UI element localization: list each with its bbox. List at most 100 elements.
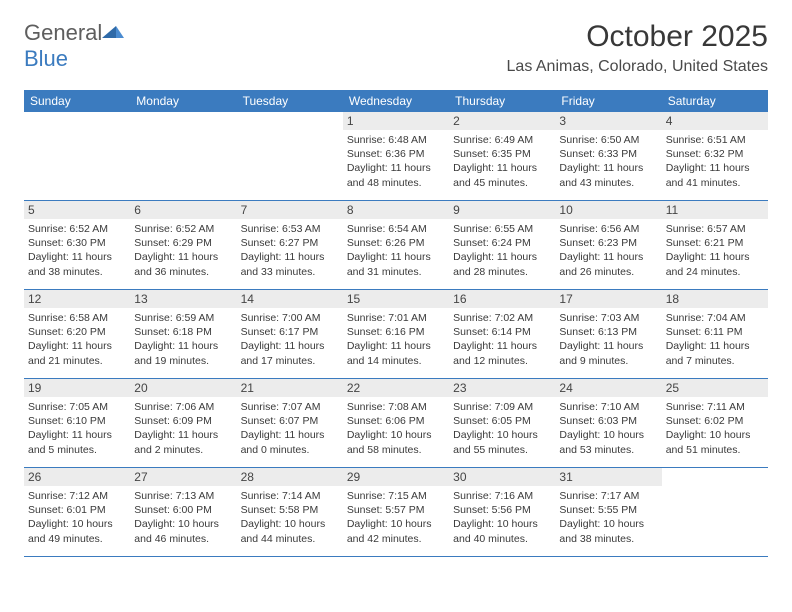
day-info: Sunrise: 7:08 AMSunset: 6:06 PMDaylight:… xyxy=(347,400,445,457)
day-number: 13 xyxy=(130,290,236,308)
day-info: Sunrise: 6:58 AMSunset: 6:20 PMDaylight:… xyxy=(28,311,126,368)
day-cell: 30 Sunrise: 7:16 AMSunset: 5:56 PMDayligh… xyxy=(449,468,555,556)
day-info: Sunrise: 6:51 AMSunset: 6:32 PMDaylight:… xyxy=(666,133,764,190)
daylight-line: Daylight: 10 hours and 55 minutes. xyxy=(453,428,551,456)
blank-day xyxy=(237,112,343,130)
daylight-line: Daylight: 11 hours and 19 minutes. xyxy=(134,339,232,367)
day-of-week-header: Saturday xyxy=(662,90,768,112)
sunset-line: Sunset: 6:27 PM xyxy=(241,236,339,250)
day-info: Sunrise: 7:04 AMSunset: 6:11 PMDaylight:… xyxy=(666,311,764,368)
day-number: 15 xyxy=(343,290,449,308)
day-cell: 12Sunrise: 6:58 AMSunset: 6:20 PMDayligh… xyxy=(24,290,130,378)
day-info: Sunrise: 7:13 AMSunset: 6:00 PMDaylight:… xyxy=(134,489,232,546)
sunrise-line: Sunrise: 6:54 AM xyxy=(347,222,445,236)
day-cell: 22Sunrise: 7:08 AMSunset: 6:06 PMDayligh… xyxy=(343,379,449,467)
day-info: Sunrise: 6:49 AMSunset: 6:35 PMDaylight:… xyxy=(453,133,551,190)
logo-mark-icon xyxy=(102,24,124,40)
day-number: 28 xyxy=(237,468,343,486)
day-cell: 19Sunrise: 7:05 AMSunset: 6:10 PMDayligh… xyxy=(24,379,130,467)
sunrise-line: Sunrise: 6:50 AM xyxy=(559,133,657,147)
day-info: Sunrise: 7:00 AMSunset: 6:17 PMDaylight:… xyxy=(241,311,339,368)
sunrise-line: Sunrise: 7:14 AM xyxy=(241,489,339,503)
sunrise-line: Sunrise: 6:57 AM xyxy=(666,222,764,236)
sunset-line: Sunset: 6:10 PM xyxy=(28,414,126,428)
sunset-line: Sunset: 6:06 PM xyxy=(347,414,445,428)
day-number: 21 xyxy=(237,379,343,397)
week-row: 26Sunrise: 7:12 AMSunset: 6:01 PMDayligh… xyxy=(24,468,768,557)
week-row: 1Sunrise: 6:48 AMSunset: 6:36 PMDaylight… xyxy=(24,112,768,201)
day-number: 19 xyxy=(24,379,130,397)
day-cell: 5Sunrise: 6:52 AMSunset: 6:30 PMDaylight… xyxy=(24,201,130,289)
week-row: 5Sunrise: 6:52 AMSunset: 6:30 PMDaylight… xyxy=(24,201,768,290)
sunset-line: Sunset: 6:16 PM xyxy=(347,325,445,339)
daylight-line: Daylight: 10 hours and 38 minutes. xyxy=(559,517,657,545)
daylight-line: Daylight: 10 hours and 53 minutes. xyxy=(559,428,657,456)
day-info: Sunrise: 7:14 AMSunset: 5:58 PMDaylight:… xyxy=(241,489,339,546)
sunset-line: Sunset: 6:11 PM xyxy=(666,325,764,339)
sunset-line: Sunset: 6:33 PM xyxy=(559,147,657,161)
month-title: October 2025 xyxy=(507,20,768,54)
day-of-week-row: SundayMondayTuesdayWednesdayThursdayFrid… xyxy=(24,90,768,112)
sunset-line: Sunset: 6:00 PM xyxy=(134,503,232,517)
day-info: Sunrise: 7:16 AMSunset: 5:56 PMDaylight:… xyxy=(453,489,551,546)
day-cell: 20Sunrise: 7:06 AMSunset: 6:09 PMDayligh… xyxy=(130,379,236,467)
sunrise-line: Sunrise: 7:02 AM xyxy=(453,311,551,325)
location: Las Animas, Colorado, United States xyxy=(507,58,768,76)
sunset-line: Sunset: 6:18 PM xyxy=(134,325,232,339)
day-cell: 6Sunrise: 6:52 AMSunset: 6:29 PMDaylight… xyxy=(130,201,236,289)
day-cell: 15Sunrise: 7:01 AMSunset: 6:16 PMDayligh… xyxy=(343,290,449,378)
sunrise-line: Sunrise: 7:03 AM xyxy=(559,311,657,325)
sunset-line: Sunset: 6:17 PM xyxy=(241,325,339,339)
day-number: 5 xyxy=(24,201,130,219)
day-info: Sunrise: 6:55 AMSunset: 6:24 PMDaylight:… xyxy=(453,222,551,279)
daylight-line: Daylight: 10 hours and 58 minutes. xyxy=(347,428,445,456)
daylight-line: Daylight: 11 hours and 0 minutes. xyxy=(241,428,339,456)
day-cell: 9Sunrise: 6:55 AMSunset: 6:24 PMDaylight… xyxy=(449,201,555,289)
header: General Blue October 2025 Las Animas, Co… xyxy=(24,20,768,76)
sunset-line: Sunset: 6:09 PM xyxy=(134,414,232,428)
sunrise-line: Sunrise: 6:59 AM xyxy=(134,311,232,325)
daylight-line: Daylight: 11 hours and 48 minutes. xyxy=(347,161,445,189)
daylight-line: Daylight: 11 hours and 14 minutes. xyxy=(347,339,445,367)
sunset-line: Sunset: 5:57 PM xyxy=(347,503,445,517)
day-number: 1 xyxy=(343,112,449,130)
day-of-week-header: Sunday xyxy=(24,90,130,112)
day-cell: 21 Sunrise: 7:07 AMSunset: 6:07 PMDayligh… xyxy=(237,379,343,467)
day-number: 20 xyxy=(130,379,236,397)
day-number: 6 xyxy=(130,201,236,219)
blank-day xyxy=(662,468,768,486)
sunset-line: Sunset: 5:55 PM xyxy=(559,503,657,517)
sunrise-line: Sunrise: 7:11 AM xyxy=(666,400,764,414)
day-cell: 4Sunrise: 6:51 AMSunset: 6:32 PMDaylight… xyxy=(662,112,768,200)
sunrise-line: Sunrise: 7:10 AM xyxy=(559,400,657,414)
daylight-line: Daylight: 10 hours and 46 minutes. xyxy=(134,517,232,545)
day-info: Sunrise: 7:02 AMSunset: 6:14 PMDaylight:… xyxy=(453,311,551,368)
day-cell: 27Sunrise: 7:13 AMSunset: 6:00 PMDayligh… xyxy=(130,468,236,556)
day-cell: 11 Sunrise: 6:57 AMSunset: 6:21 PMDayligh… xyxy=(662,201,768,289)
calendar: SundayMondayTuesdayWednesdayThursdayFrid… xyxy=(24,90,768,557)
daylight-line: Daylight: 10 hours and 40 minutes. xyxy=(453,517,551,545)
sunrise-line: Sunrise: 7:16 AM xyxy=(453,489,551,503)
day-cell: 7Sunrise: 6:53 AMSunset: 6:27 PMDaylight… xyxy=(237,201,343,289)
week-row: 12Sunrise: 6:58 AMSunset: 6:20 PMDayligh… xyxy=(24,290,768,379)
blank-day xyxy=(24,112,130,130)
day-number: 11 xyxy=(662,201,768,219)
sunrise-line: Sunrise: 6:51 AM xyxy=(666,133,764,147)
sunrise-line: Sunrise: 6:52 AM xyxy=(134,222,232,236)
daylight-line: Daylight: 11 hours and 36 minutes. xyxy=(134,250,232,278)
sunset-line: Sunset: 6:07 PM xyxy=(241,414,339,428)
day-info: Sunrise: 6:56 AMSunset: 6:23 PMDaylight:… xyxy=(559,222,657,279)
day-number: 17 xyxy=(555,290,661,308)
day-cell: 26Sunrise: 7:12 AMSunset: 6:01 PMDayligh… xyxy=(24,468,130,556)
day-info: Sunrise: 6:57 AMSunset: 6:21 PMDaylight:… xyxy=(666,222,764,279)
day-number: 29 xyxy=(343,468,449,486)
daylight-line: Daylight: 11 hours and 7 minutes. xyxy=(666,339,764,367)
day-cell: 13 Sunrise: 6:59 AMSunset: 6:18 PMDayligh… xyxy=(130,290,236,378)
weeks-container: 1Sunrise: 6:48 AMSunset: 6:36 PMDaylight… xyxy=(24,112,768,557)
day-number: 18 xyxy=(662,290,768,308)
logo-word-1: General xyxy=(24,20,102,45)
day-number: 30 xyxy=(449,468,555,486)
sunrise-line: Sunrise: 7:07 AM xyxy=(241,400,339,414)
daylight-line: Daylight: 11 hours and 24 minutes. xyxy=(666,250,764,278)
day-cell: 1Sunrise: 6:48 AMSunset: 6:36 PMDaylight… xyxy=(343,112,449,200)
